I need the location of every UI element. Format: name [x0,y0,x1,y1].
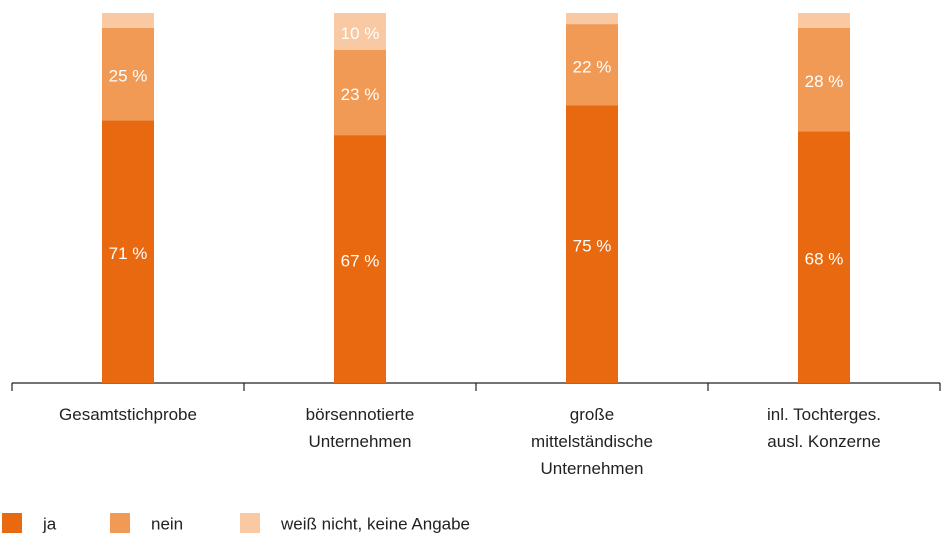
value-label: 75 % [573,237,612,256]
bar-segment [334,50,386,136]
legend-swatch [2,513,22,533]
legend-swatch [240,513,260,533]
x-tick-label: inl. Tochterges. ausl. Konzerne [767,405,881,451]
value-label: 25 % [109,67,148,86]
value-label: 28 % [805,72,844,91]
bar-segment [566,13,618,25]
legend-swatch [110,513,130,533]
x-tick-label: börsennotierte Unternehmen [306,405,415,451]
bar-segment [102,27,154,121]
value-label: 22 % [573,57,612,76]
value-label: 10 % [341,24,380,43]
legend-label: nein [151,514,183,533]
bar-segment [566,105,618,383]
bar-segment [102,120,154,384]
value-label: 23 % [341,85,380,104]
bar-segment [334,135,386,383]
x-tick-label: Gesamtstichprobe [59,405,197,424]
x-tick-label: große mittelständische Unternehmen [531,405,653,478]
bar-segment [798,13,850,28]
value-label: 71 % [109,244,148,263]
bar-segment [798,131,850,383]
bar-segment [566,24,618,106]
bar-segment [334,13,386,50]
value-label: 67 % [341,252,380,271]
bar-segment [102,13,154,28]
bar-segment [798,27,850,132]
legend-label: weiß nicht, keine Angabe [280,514,470,533]
value-label: 68 % [805,250,844,269]
legend-label: ja [42,514,57,533]
